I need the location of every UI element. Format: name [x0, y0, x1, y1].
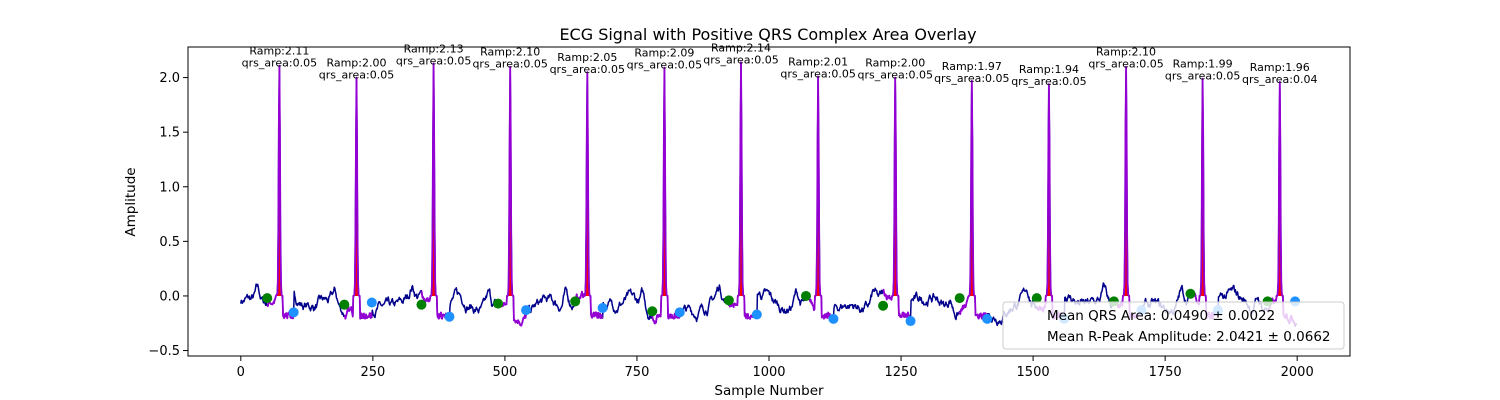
- x-tick-label: 0: [237, 365, 245, 380]
- qrs-area-annotation-8: qrs_area:0.05: [780, 67, 855, 80]
- x-tick-label: 1000: [752, 365, 785, 380]
- r-amp-annotation-4: Ramp:2.10: [480, 46, 540, 59]
- y-axis-label: Amplitude: [123, 167, 139, 236]
- qrs-onset-marker-7: [723, 295, 734, 306]
- qrs-offset-marker-1: [288, 307, 299, 318]
- x-tick-label: 750: [625, 365, 650, 380]
- qrs-onset-marker-6: [647, 306, 658, 317]
- legend-mean-r-amplitude: Mean R-Peak Amplitude: 2.0421 ± 0.0662: [1047, 329, 1331, 345]
- qrs-area-annotation-10: qrs_area:0.05: [934, 72, 1009, 85]
- qrs-segment-6: [651, 66, 681, 325]
- qrs-segment-8: [805, 75, 835, 320]
- qrs-offset-marker-4: [521, 305, 532, 316]
- qrs-segment-5: [574, 71, 604, 320]
- qrs-area-annotation-1: qrs_area:0.05: [242, 57, 317, 70]
- qrs-offset-marker-3: [444, 311, 455, 322]
- y-axis: −0.5 0.0 0.5 1.0 1.5 2.0: [148, 71, 188, 359]
- r-amp-annotation-6: Ramp:2.09: [634, 47, 694, 60]
- x-tick-label: 1750: [1149, 365, 1182, 380]
- y-tick-label: 1.5: [159, 126, 180, 141]
- qrs-area-annotation-2: qrs_area:0.05: [319, 69, 394, 82]
- r-amp-annotation-9: Ramp:2.00: [865, 57, 925, 70]
- qrs-offset-marker-8: [828, 313, 839, 324]
- y-tick-label: 2.0: [159, 71, 180, 86]
- qrs-offset-marker-5: [597, 302, 608, 313]
- qrs-segment-10: [958, 79, 988, 320]
- qrs-onset-marker-4: [493, 298, 504, 309]
- qrs-offset-marker-7: [751, 309, 762, 320]
- r-amp-annotation-13: Ramp:1.99: [1173, 58, 1233, 71]
- qrs-area-annotation-12: qrs_area:0.05: [1088, 58, 1163, 71]
- legend-box: [1002, 301, 1345, 350]
- y-tick-label: −0.5: [148, 344, 180, 359]
- qrs-segment-7: [728, 61, 758, 320]
- r-amp-annotation-3: Ramp:2.13: [404, 42, 464, 55]
- qrs-area-annotation-13: qrs_area:0.05: [1165, 70, 1240, 83]
- qrs-offset-marker-9: [905, 316, 916, 327]
- r-amp-annotation-7: Ramp:2.14: [711, 41, 771, 54]
- qrs-area-annotation-7: qrs_area:0.05: [703, 53, 778, 66]
- qrs-onset-marker-1: [262, 293, 273, 304]
- r-amp-annotation-2: Ramp:2.00: [326, 57, 386, 70]
- qrs-onset-marker-10: [954, 293, 965, 304]
- legend-mean-qrs-area: Mean QRS Area: 0.0490 ± 0.0022: [1047, 308, 1275, 324]
- qrs-offset-marker-6: [674, 307, 685, 318]
- y-tick-label: 0.0: [159, 289, 180, 304]
- qrs-onset-marker-3: [416, 299, 427, 310]
- legend: Mean QRS Area: 0.0490 ± 0.0022 Mean R-Pe…: [1002, 301, 1345, 350]
- x-axis-label: Sample Number: [714, 383, 824, 399]
- r-amp-annotation-8: Ramp:2.01: [788, 55, 848, 68]
- r-amp-annotation-12: Ramp:2.10: [1096, 46, 1156, 59]
- qrs-area-annotation-6: qrs_area:0.05: [627, 59, 702, 72]
- r-amp-annotation-1: Ramp:2.11: [249, 45, 309, 58]
- r-amp-annotation-11: Ramp:1.94: [1019, 63, 1079, 76]
- x-tick-label: 250: [360, 365, 385, 380]
- r-amp-annotation-10: Ramp:1.97: [942, 60, 1002, 73]
- r-amp-annotation-14: Ramp:1.96: [1250, 61, 1310, 74]
- qrs-area-annotation-9: qrs_area:0.05: [858, 69, 933, 82]
- r-amp-annotation-5: Ramp:2.05: [557, 51, 617, 64]
- x-tick-label: 500: [492, 365, 517, 380]
- qrs-offset-marker-10: [982, 313, 993, 324]
- qrs-area-annotation-3: qrs_area:0.05: [396, 54, 471, 67]
- x-axis: 0 250 500 750 1000 1250 1500 1750 2000: [237, 356, 1314, 380]
- qrs-segment-9: [882, 76, 912, 320]
- qrs-segment-4: [497, 65, 527, 327]
- qrs-segment-2: [343, 76, 373, 320]
- qrs-onset-marker-13: [1185, 288, 1196, 299]
- qrs-offset-marker-2: [366, 297, 377, 308]
- qrs-area-annotation-11: qrs_area:0.05: [1011, 75, 1086, 88]
- qrs-onset-marker-5: [570, 296, 581, 307]
- y-tick-label: 1.0: [159, 180, 180, 195]
- x-tick-label: 2000: [1281, 365, 1314, 380]
- qrs-onset-marker-11: [1031, 293, 1042, 304]
- qrs-onset-marker-9: [878, 300, 889, 311]
- qrs-area-annotation-4: qrs_area:0.05: [472, 58, 547, 71]
- qrs-area-annotation-5: qrs_area:0.05: [550, 63, 625, 76]
- y-tick-label: 0.5: [159, 235, 180, 250]
- x-tick-label: 1500: [1017, 365, 1050, 380]
- qrs-onset-marker-2: [339, 299, 350, 310]
- chart-title: ECG Signal with Positive QRS Complex Are…: [559, 25, 976, 44]
- qrs-area-annotation-14: qrs_area:0.04: [1242, 73, 1317, 86]
- qrs-onset-marker-8: [800, 290, 811, 301]
- x-tick-label: 1250: [884, 365, 917, 380]
